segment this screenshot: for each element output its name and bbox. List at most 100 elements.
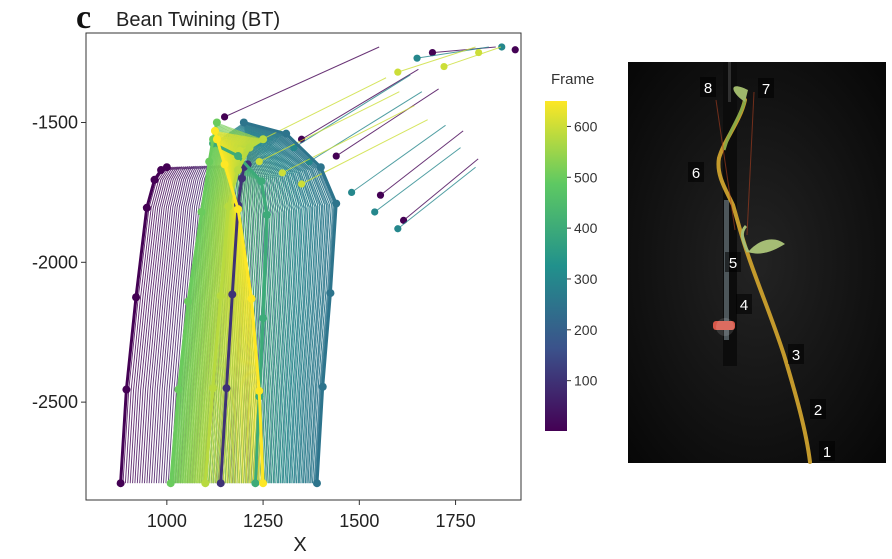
skeleton-node: [259, 314, 268, 323]
tip-ray: [397, 166, 476, 230]
skeleton-trace: [155, 165, 196, 484]
skeleton-node: [166, 479, 175, 488]
leaf-top: [733, 86, 748, 102]
skeleton-node: [234, 205, 243, 214]
skeleton-node: [228, 290, 237, 299]
photo-markers: 1 2 3 4 5 6 7 8: [688, 77, 835, 461]
plot-area: [116, 43, 519, 488]
plant-photo: 1 2 3 4 5 6 7 8: [628, 62, 886, 464]
skeleton-node: [209, 384, 218, 393]
photo-marker-label: 6: [692, 165, 700, 182]
skeleton-node: [212, 118, 221, 127]
tip-ray: [282, 105, 415, 174]
skeleton-trace: [225, 134, 296, 484]
pole-tag: [713, 321, 735, 330]
skeleton-trace: [139, 166, 183, 484]
skeleton-node: [205, 157, 214, 166]
skeleton-trace: [229, 131, 306, 484]
panel-label: c: [76, 0, 91, 36]
photo-marker-label: 4: [740, 297, 748, 314]
x-axis-label: X: [293, 534, 306, 556]
photo-marker-label: 7: [762, 81, 770, 98]
tip-point: [399, 216, 408, 224]
skeleton-trace: [240, 124, 329, 484]
skeleton-trace: [232, 129, 312, 484]
skeleton-node: [201, 479, 210, 488]
tip-ray: [224, 46, 380, 118]
skeleton-node: [162, 163, 171, 172]
axes: 1000 1250 1500 1750 -1500 -2000 -2500: [32, 112, 476, 531]
skeleton-node: [234, 152, 243, 161]
tip-point: [440, 62, 448, 71]
skeleton-node: [132, 293, 141, 302]
colorbar-tick-label: 500: [574, 169, 598, 185]
tip-point: [278, 169, 286, 177]
skeleton-node: [316, 163, 325, 172]
skeleton-trace: [226, 133, 299, 484]
skeleton-trace: [238, 125, 326, 484]
tip-ray: [301, 68, 419, 140]
tip-point: [220, 113, 229, 121]
colorbar-tick-label: 200: [574, 322, 598, 338]
tip-ray: [293, 74, 411, 149]
photo-marker-box: [758, 78, 774, 98]
skeleton-node: [150, 175, 159, 184]
skeleton-trace: [151, 166, 193, 484]
skeleton-trace: [233, 129, 314, 484]
photo-background: [628, 62, 886, 463]
track-line: [746, 91, 755, 236]
tip-ray: [397, 46, 476, 73]
skeleton-node: [332, 199, 341, 208]
skeleton-trace: [163, 165, 202, 484]
skeleton-trace: [224, 135, 294, 484]
skeleton-node: [116, 479, 125, 488]
colorbar-title: Frame: [551, 71, 594, 88]
skeleton-node: [237, 174, 246, 183]
skeleton-trace: [153, 165, 195, 484]
tip-point: [511, 46, 519, 54]
key-skeletons: [116, 118, 341, 488]
colorbar-tick-label: 100: [574, 373, 598, 389]
skeleton-node: [251, 479, 260, 488]
x-tick-label: 1500: [339, 511, 379, 531]
skeleton-node: [216, 479, 225, 488]
photo-marker-box: [700, 77, 716, 97]
tip-point: [376, 191, 385, 199]
skeleton-trace: [235, 127, 319, 484]
photo-marker-box: [688, 162, 704, 182]
pole-reflection: [716, 318, 734, 336]
track-line: [715, 99, 736, 231]
photo-marker-label: 3: [792, 347, 800, 364]
skeleton-node: [245, 143, 254, 152]
skeleton-trace: [132, 166, 177, 484]
colorbar-tick-label: 300: [574, 271, 598, 287]
skeleton-node: [326, 289, 335, 298]
skeleton-trace: [136, 166, 181, 484]
photo-marker-box: [725, 252, 741, 272]
x-tick-label: 1750: [436, 511, 476, 531]
photo-marker-label: 1: [823, 444, 831, 461]
x-tick-label: 1250: [243, 511, 283, 531]
skeleton-node: [234, 166, 243, 175]
skeleton-node: [318, 382, 327, 391]
tip-point: [290, 144, 298, 152]
skeleton-node: [255, 386, 264, 395]
photo-marker-box: [788, 344, 804, 364]
skeleton-trace: [239, 125, 327, 484]
skeleton-trace: [148, 166, 191, 484]
skeleton-trace: [231, 130, 309, 484]
skeleton-node: [216, 291, 225, 300]
skeleton-trace: [141, 166, 185, 484]
skeleton-trace: [134, 166, 179, 484]
tip-point: [332, 152, 340, 160]
y-tick-label: -2000: [32, 252, 78, 272]
skeleton-node: [122, 385, 131, 394]
tip-point: [428, 48, 437, 57]
skeleton-node: [197, 207, 206, 216]
skeleton-trace: [234, 128, 317, 484]
tip-point: [413, 54, 421, 62]
leaf-bud: [740, 224, 750, 253]
pole-top: [728, 62, 731, 102]
skeleton-node: [259, 479, 268, 488]
tip-point: [498, 43, 506, 51]
